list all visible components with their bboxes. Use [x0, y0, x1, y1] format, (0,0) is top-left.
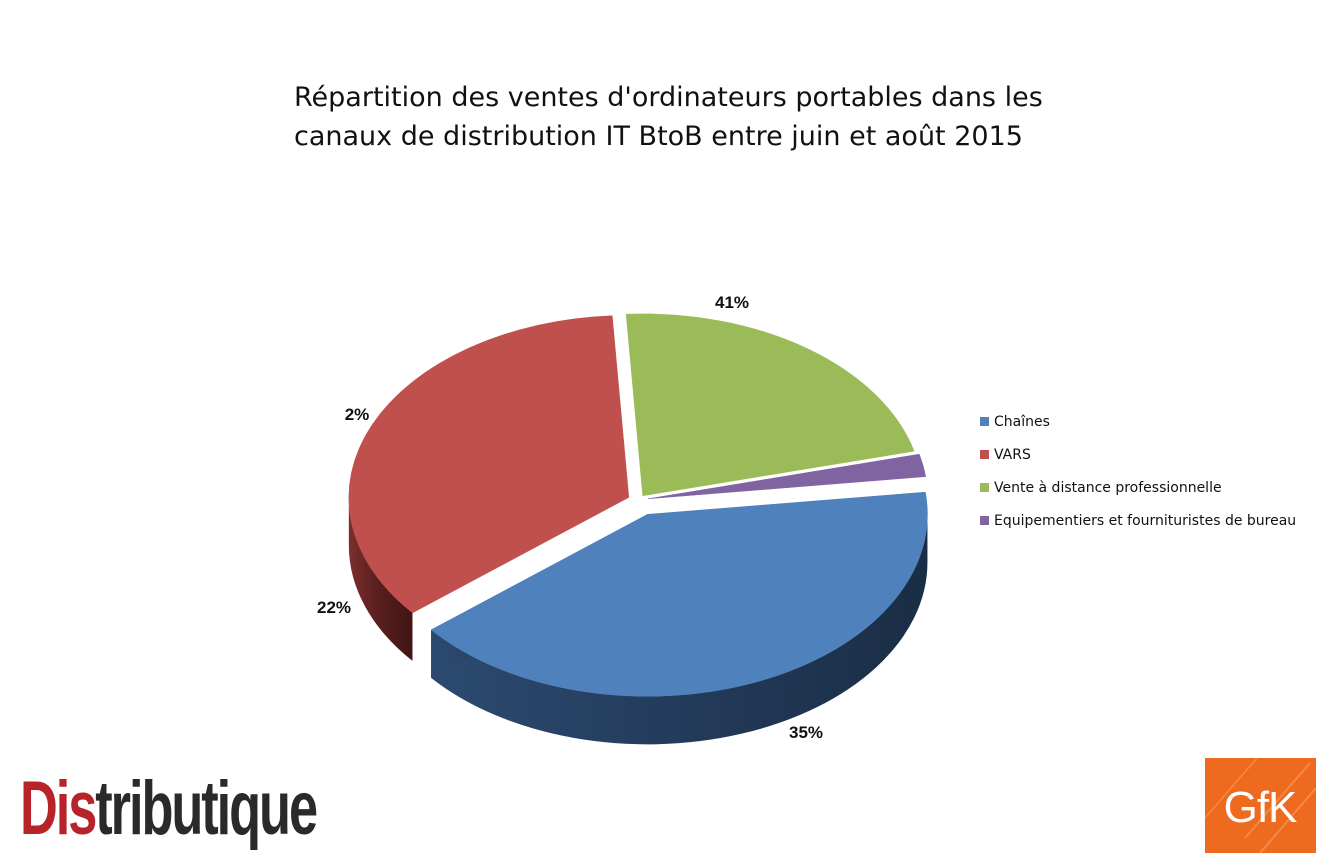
legend-swatch	[980, 516, 989, 525]
data-label-2: 35%	[789, 723, 823, 742]
slice-side-1	[431, 514, 928, 745]
legend-swatch	[980, 417, 989, 426]
svg-text:GfK: GfK	[1224, 783, 1297, 832]
data-label-1: 41%	[715, 293, 749, 312]
legend-item: VARS	[980, 438, 1296, 471]
legend-swatch	[980, 483, 989, 492]
legend-item: Equipementiers et fournituristes de bure…	[980, 504, 1296, 537]
distributique-logo: Distributique	[20, 766, 318, 851]
gfk-logo: GfK	[1205, 758, 1316, 853]
legend-label: VARS	[994, 446, 1031, 463]
legend-swatch	[980, 450, 989, 459]
slice-side-2	[348, 497, 413, 661]
svg-text:Distributique: Distributique	[20, 766, 317, 851]
chart-title: Répartition des ventes d'ordinateurs por…	[294, 82, 1043, 152]
pie-slice-3	[625, 313, 915, 497]
legend-item: Vente à distance professionnelle	[980, 471, 1296, 504]
data-label-3: 22%	[317, 598, 351, 617]
legend-item: Chaînes	[980, 405, 1296, 438]
legend: Chaînes VARS Vente à distance professionne…	[980, 405, 1296, 537]
pie-slice-4	[647, 453, 927, 500]
pie-slice-2	[348, 315, 630, 614]
legend-label: Equipementiers et fournituristes de bure…	[994, 512, 1297, 529]
legend-label: Chaînes	[994, 413, 1050, 430]
data-label-4: 2%	[345, 405, 370, 424]
pie-slice-1	[430, 491, 928, 697]
legend-label: Vente à distance professionnelle	[994, 479, 1222, 496]
